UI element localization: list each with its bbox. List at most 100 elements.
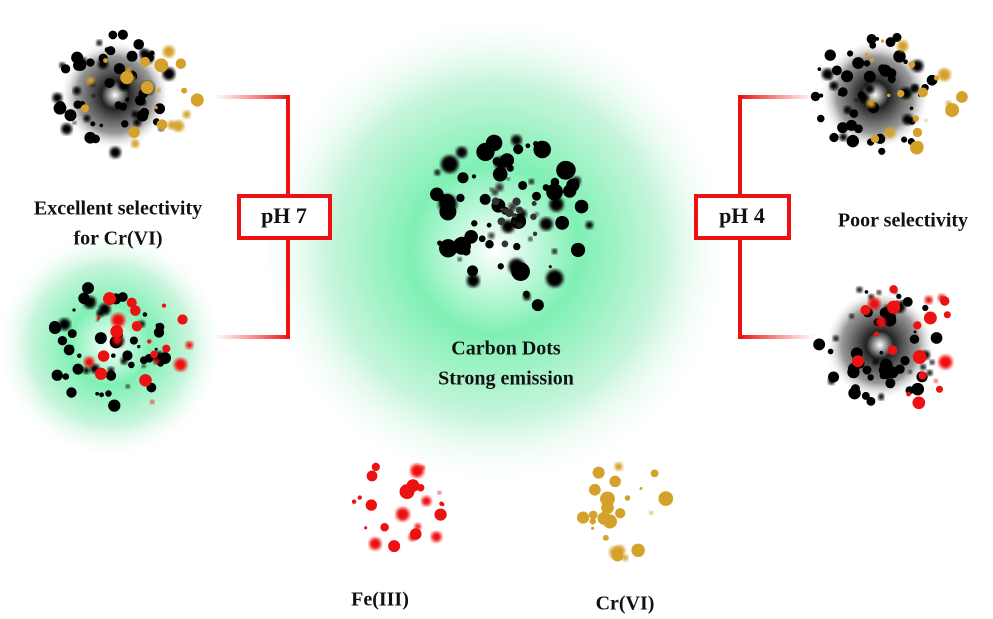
particle xyxy=(658,491,673,506)
particle xyxy=(863,366,872,375)
particle xyxy=(352,499,356,503)
particle xyxy=(69,345,74,350)
particle xyxy=(888,75,896,83)
particle xyxy=(434,169,440,175)
particle xyxy=(81,104,89,112)
particle xyxy=(495,183,503,191)
particle xyxy=(162,303,166,307)
particle xyxy=(552,249,557,254)
particle xyxy=(615,462,623,470)
particle xyxy=(631,544,644,557)
particle xyxy=(555,216,569,230)
particle xyxy=(83,367,90,374)
particle xyxy=(913,128,922,137)
connector xyxy=(215,335,290,339)
particle xyxy=(897,41,908,52)
particle xyxy=(140,57,150,67)
particle xyxy=(886,37,896,47)
particle xyxy=(154,58,168,72)
particle xyxy=(944,311,951,318)
particle xyxy=(150,351,158,359)
particle xyxy=(556,161,575,180)
particle xyxy=(110,147,121,158)
particle xyxy=(191,93,204,106)
particle xyxy=(456,147,467,158)
particle xyxy=(438,491,442,495)
particle xyxy=(940,296,949,305)
particle xyxy=(924,119,927,122)
particle xyxy=(507,177,510,180)
particle xyxy=(156,88,161,93)
particle xyxy=(127,51,138,62)
particle xyxy=(625,495,631,501)
particle xyxy=(528,237,532,241)
particle xyxy=(870,58,874,62)
particle xyxy=(54,102,67,115)
particle xyxy=(525,143,530,148)
particle xyxy=(851,384,860,393)
particle xyxy=(900,356,909,365)
particle xyxy=(868,298,880,310)
particle xyxy=(920,364,926,370)
particle xyxy=(133,39,144,50)
particle xyxy=(828,378,835,385)
particle xyxy=(163,46,175,58)
particle xyxy=(431,532,441,542)
particle xyxy=(902,114,913,125)
particle xyxy=(97,316,100,319)
particle xyxy=(946,101,952,107)
particle xyxy=(869,42,876,49)
particle xyxy=(176,58,187,69)
particle xyxy=(549,197,563,211)
particle xyxy=(126,384,130,388)
particle xyxy=(131,140,139,148)
particle xyxy=(833,336,839,342)
particle xyxy=(523,291,530,298)
particle xyxy=(847,366,859,378)
emission-glow xyxy=(255,10,735,490)
particle xyxy=(914,330,917,333)
particle xyxy=(927,370,933,376)
particle xyxy=(511,135,522,146)
particle xyxy=(95,392,99,396)
particle xyxy=(493,167,508,182)
condition-label: pH 7 xyxy=(261,203,307,228)
particle xyxy=(132,321,142,331)
particle xyxy=(492,197,500,205)
particle xyxy=(143,312,148,317)
particle xyxy=(817,115,825,123)
particle xyxy=(906,392,911,397)
particle xyxy=(865,85,874,94)
particle xyxy=(84,298,91,305)
particle xyxy=(864,60,871,67)
particle xyxy=(59,62,65,68)
particle xyxy=(532,299,544,311)
particle xyxy=(147,339,151,343)
particle xyxy=(480,194,491,205)
caption: Excellent selectivity xyxy=(34,198,202,220)
particle xyxy=(358,495,362,499)
particle xyxy=(829,133,838,142)
particle xyxy=(912,141,923,152)
particle xyxy=(99,124,103,128)
particle xyxy=(918,371,926,379)
particle xyxy=(366,499,377,510)
particle xyxy=(104,78,114,88)
particle xyxy=(639,487,642,490)
particle xyxy=(895,364,905,374)
particle xyxy=(174,358,187,371)
particle xyxy=(852,355,864,367)
particle xyxy=(409,533,417,541)
particle xyxy=(529,179,534,184)
particle xyxy=(103,58,108,63)
particle xyxy=(532,192,541,201)
particle xyxy=(873,359,879,365)
particle xyxy=(150,400,154,404)
page: pH 7 pH 4 Excellent selectivity for Cr(V… xyxy=(0,0,993,619)
particle xyxy=(612,550,624,562)
particle xyxy=(883,373,889,379)
ion-label: Cr(VI) xyxy=(596,593,655,615)
particle xyxy=(858,91,866,99)
particle xyxy=(913,321,921,329)
particle xyxy=(651,469,659,477)
